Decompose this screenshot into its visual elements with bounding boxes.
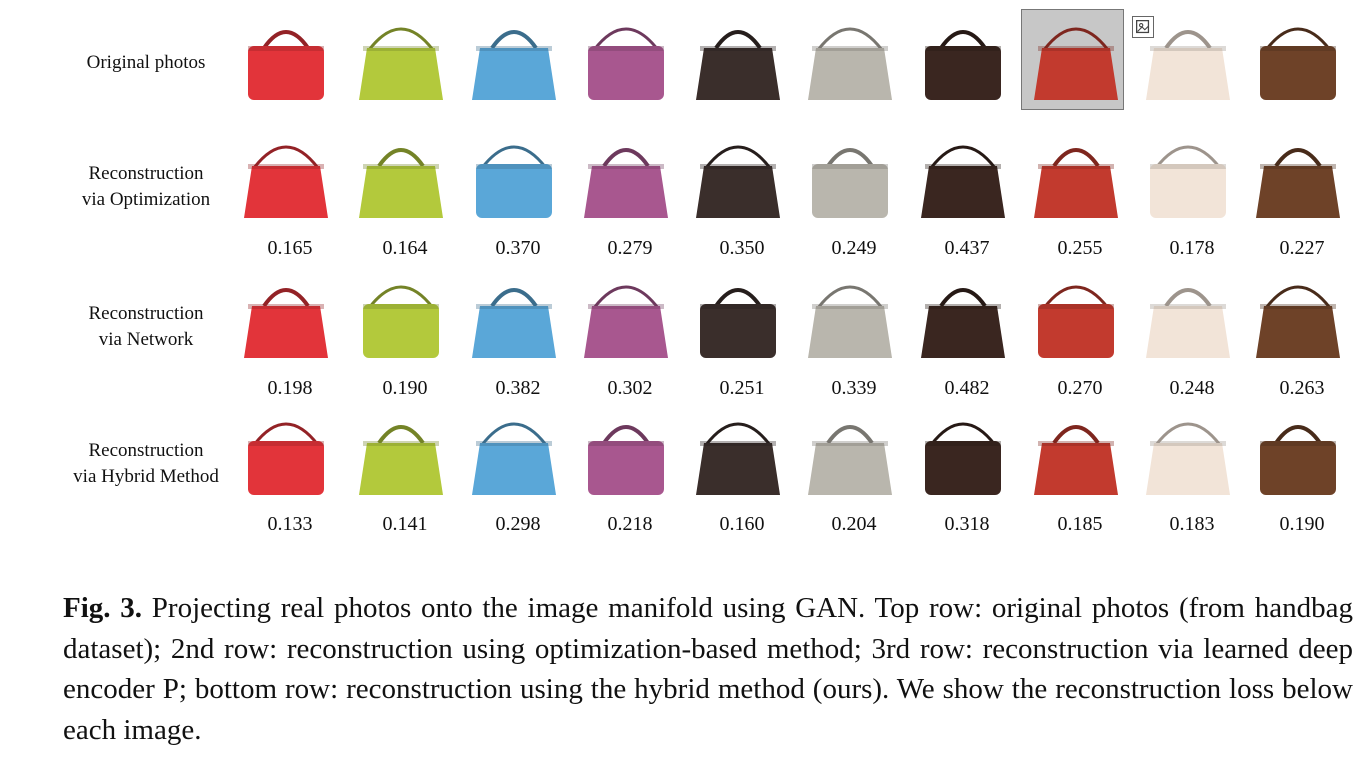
handbag-image [686, 10, 790, 106]
handbag-image [462, 10, 566, 106]
row-label-line: Reconstruction [88, 440, 204, 461]
row-label-line: Reconstruction [88, 303, 204, 324]
reconstruction-loss: 0.185 [1057, 513, 1103, 535]
handbag-image [911, 405, 1015, 501]
reconstruction-loss: 0.279 [607, 237, 653, 259]
image-placeholder-icon[interactable] [1132, 16, 1154, 38]
reconstruction-loss: 0.302 [607, 377, 653, 399]
handbag-image [349, 10, 453, 106]
reconstruction-loss: 0.482 [944, 377, 990, 399]
handbag-image [1136, 128, 1240, 224]
row-label: Reconstruction via Optimization [60, 161, 232, 213]
reconstruction-loss: 0.248 [1169, 377, 1215, 399]
row-label-line: Original photos [86, 52, 206, 73]
reconstruction-loss: 0.350 [719, 237, 765, 259]
row-label: Reconstruction via Hybrid Method [60, 438, 232, 490]
reconstruction-loss: 0.133 [267, 513, 313, 535]
handbag-image [798, 405, 902, 501]
handbag-image [349, 128, 453, 224]
handbag-image [686, 405, 790, 501]
handbag-image [574, 128, 678, 224]
row-label-line: via Hybrid Method [73, 466, 219, 487]
reconstruction-loss: 0.263 [1279, 377, 1325, 399]
handbag-image [1136, 10, 1240, 106]
handbag-image [1246, 10, 1350, 106]
reconstruction-loss: 0.183 [1169, 513, 1215, 535]
reconstruction-loss: 0.198 [267, 377, 313, 399]
row-label-line: via Optimization [81, 189, 211, 210]
handbag-image [349, 268, 453, 364]
reconstruction-loss: 0.204 [831, 513, 877, 535]
reconstruction-loss: 0.190 [1279, 513, 1325, 535]
reconstruction-loss: 0.270 [1057, 377, 1103, 399]
reconstruction-loss: 0.437 [944, 237, 990, 259]
reconstruction-loss: 0.164 [382, 237, 428, 259]
handbag-image [574, 405, 678, 501]
handbag-image [1024, 405, 1128, 501]
handbag-image [911, 10, 1015, 106]
reconstruction-loss: 0.318 [944, 513, 990, 535]
handbag-image [1024, 128, 1128, 224]
handbag-image [234, 268, 338, 364]
handbag-image [1024, 268, 1128, 364]
caption-text: Projecting real photos onto the image ma… [63, 592, 1353, 746]
handbag-image [234, 405, 338, 501]
handbag-image [798, 268, 902, 364]
handbag-image [574, 268, 678, 364]
reconstruction-loss: 0.141 [382, 513, 428, 535]
handbag-image [1136, 268, 1240, 364]
handbag-image [462, 405, 566, 501]
handbag-image [798, 128, 902, 224]
caption-label: Fig. 3. [63, 592, 143, 624]
reconstruction-loss: 0.218 [607, 513, 653, 535]
handbag-image [349, 405, 453, 501]
handbag-image [1246, 405, 1350, 501]
handbag-image [911, 268, 1015, 364]
reconstruction-loss: 0.165 [267, 237, 313, 259]
reconstruction-loss: 0.178 [1169, 237, 1215, 259]
row-label: Reconstruction via Network [60, 301, 232, 353]
handbag-image [686, 268, 790, 364]
handbag-image [462, 268, 566, 364]
reconstruction-loss: 0.370 [495, 237, 541, 259]
handbag-image [234, 10, 338, 106]
row-label: Original photos [60, 50, 232, 76]
row-label-line: via Network [98, 329, 194, 350]
reconstruction-loss: 0.298 [495, 513, 541, 535]
reconstruction-loss: 0.160 [719, 513, 765, 535]
handbag-image [1246, 128, 1350, 224]
handbag-image [462, 128, 566, 224]
row-label-line: Reconstruction [88, 163, 204, 184]
figure-caption: Fig. 3. Projecting real photos onto the … [63, 588, 1353, 750]
reconstruction-loss: 0.249 [831, 237, 877, 259]
handbag-image [234, 128, 338, 224]
reconstruction-loss: 0.382 [495, 377, 541, 399]
handbag-image [574, 10, 678, 106]
reconstruction-loss: 0.190 [382, 377, 428, 399]
handbag-image [686, 128, 790, 224]
reconstruction-loss: 0.251 [719, 377, 765, 399]
reconstruction-loss: 0.339 [831, 377, 877, 399]
handbag-image [911, 128, 1015, 224]
reconstruction-loss: 0.227 [1279, 237, 1325, 259]
handbag-image [1024, 10, 1128, 106]
reconstruction-loss: 0.255 [1057, 237, 1103, 259]
handbag-image [1136, 405, 1240, 501]
handbag-image [1246, 268, 1350, 364]
handbag-image [798, 10, 902, 106]
